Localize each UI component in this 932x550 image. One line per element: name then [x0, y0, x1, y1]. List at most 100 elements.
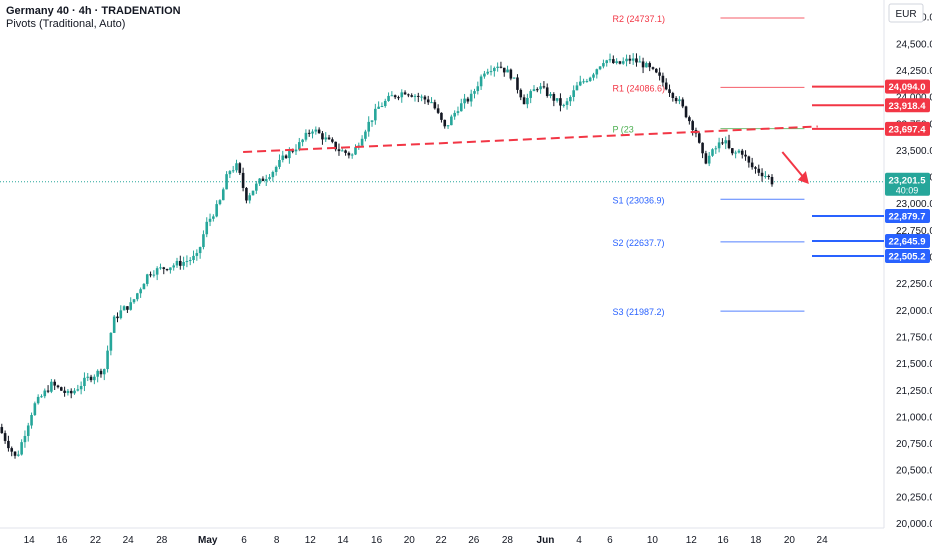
candle-body: [655, 68, 658, 73]
candle-body: [23, 435, 27, 443]
candle-body: [354, 147, 357, 155]
pivot-label: R1 (24086.6): [612, 83, 665, 93]
candle-body: [440, 112, 443, 120]
candle-body: [747, 156, 751, 163]
candle-body: [400, 92, 404, 98]
candle-body: [73, 390, 76, 394]
candle-body: [17, 454, 20, 456]
time-tick-label: 6: [241, 535, 247, 546]
price-tick-label: 24,000.0: [896, 93, 932, 104]
candle-body: [516, 77, 519, 90]
candle-body: [337, 149, 341, 152]
symbol-title[interactable]: Germany 40 · 4h · TRADENATION: [6, 5, 181, 17]
candle-body: [370, 120, 374, 122]
candle-body: [288, 150, 291, 159]
candle-body: [215, 204, 218, 217]
level-marker-badge: [885, 121, 930, 136]
candle-body: [496, 66, 499, 68]
price-tick-label: 22,750.0: [896, 226, 932, 237]
candle-body: [588, 77, 592, 82]
candle-body: [635, 58, 638, 63]
candle-body: [63, 390, 66, 393]
candle-body: [446, 125, 450, 127]
candle-body: [46, 390, 50, 392]
candle-body: [106, 350, 109, 370]
indicator-label[interactable]: Pivots (Traditional, Auto): [6, 18, 126, 30]
candle-body: [350, 154, 354, 156]
candle-body: [241, 172, 245, 188]
candle-body: [205, 221, 209, 235]
candle-body: [390, 95, 394, 97]
candle-body: [380, 106, 384, 108]
candle-body: [602, 63, 605, 67]
candle-body: [86, 376, 90, 378]
candle-body: [271, 171, 275, 178]
candle-body: [757, 168, 761, 173]
candle-body: [119, 310, 123, 319]
candle-body: [506, 69, 509, 73]
time-tick-label: 28: [156, 535, 168, 546]
candle-body: [493, 67, 496, 72]
candle-body: [668, 89, 671, 94]
level-marker-label: 23,918.4: [889, 101, 927, 112]
candle-body: [238, 163, 242, 173]
current-price-label: 23,201.5: [889, 176, 927, 187]
price-tick-label: 20,000.0: [896, 519, 932, 530]
price-tick-label: 20,750.0: [896, 439, 932, 450]
price-tick-label: 22,250.0: [896, 279, 932, 290]
time-tick-label: 12: [686, 535, 698, 546]
candle-body: [66, 390, 70, 393]
candle-body: [697, 133, 701, 143]
candle-body: [483, 73, 486, 77]
level-marker-label: 22,505.2: [889, 251, 926, 262]
level-marker-badge: [885, 248, 930, 263]
candle-body: [221, 189, 225, 201]
candle-body: [721, 142, 724, 144]
candle-body: [512, 77, 516, 79]
time-tick-label: Jun: [537, 535, 555, 546]
candle-body: [195, 253, 199, 256]
candle-body: [760, 172, 764, 177]
candle-body: [3, 433, 7, 441]
candle-body: [701, 142, 704, 154]
candle-body: [717, 142, 721, 149]
candle-body: [317, 129, 321, 134]
candle-body: [155, 268, 159, 275]
candle-body: [552, 94, 556, 101]
time-tick-label: 20: [784, 535, 796, 546]
candle-body: [268, 177, 271, 180]
candle-body: [93, 376, 96, 381]
candle-body: [407, 94, 410, 96]
candle-body: [60, 387, 63, 391]
candle-body: [754, 167, 757, 169]
bearish-arrow-shaft: [781, 151, 806, 180]
time-tick-label: 28: [502, 535, 514, 546]
candle-body: [572, 90, 575, 97]
neckline-trendline: [243, 125, 818, 154]
candle-body: [225, 174, 228, 190]
candle-body: [126, 306, 129, 310]
candle-body: [321, 133, 324, 140]
candle-body: [436, 108, 440, 113]
candle-body: [69, 390, 73, 394]
candle-body: [585, 81, 589, 83]
candle-body: [612, 59, 615, 64]
candle-body: [456, 111, 460, 113]
time-tick-label: 12: [305, 535, 317, 546]
candle-body: [344, 150, 347, 153]
candle-body: [707, 155, 711, 164]
candle-body: [274, 166, 278, 172]
candle-body: [397, 97, 400, 99]
level-marker-badge: [885, 233, 930, 248]
candle-body: [245, 187, 248, 201]
candle-body: [684, 106, 688, 118]
candle-body: [56, 385, 60, 388]
candle-body: [347, 152, 351, 156]
candle-body: [469, 93, 473, 102]
candle-body: [764, 175, 767, 177]
candle-body: [433, 102, 437, 109]
time-tick-label: 22: [90, 535, 102, 546]
candle-body: [681, 99, 685, 107]
